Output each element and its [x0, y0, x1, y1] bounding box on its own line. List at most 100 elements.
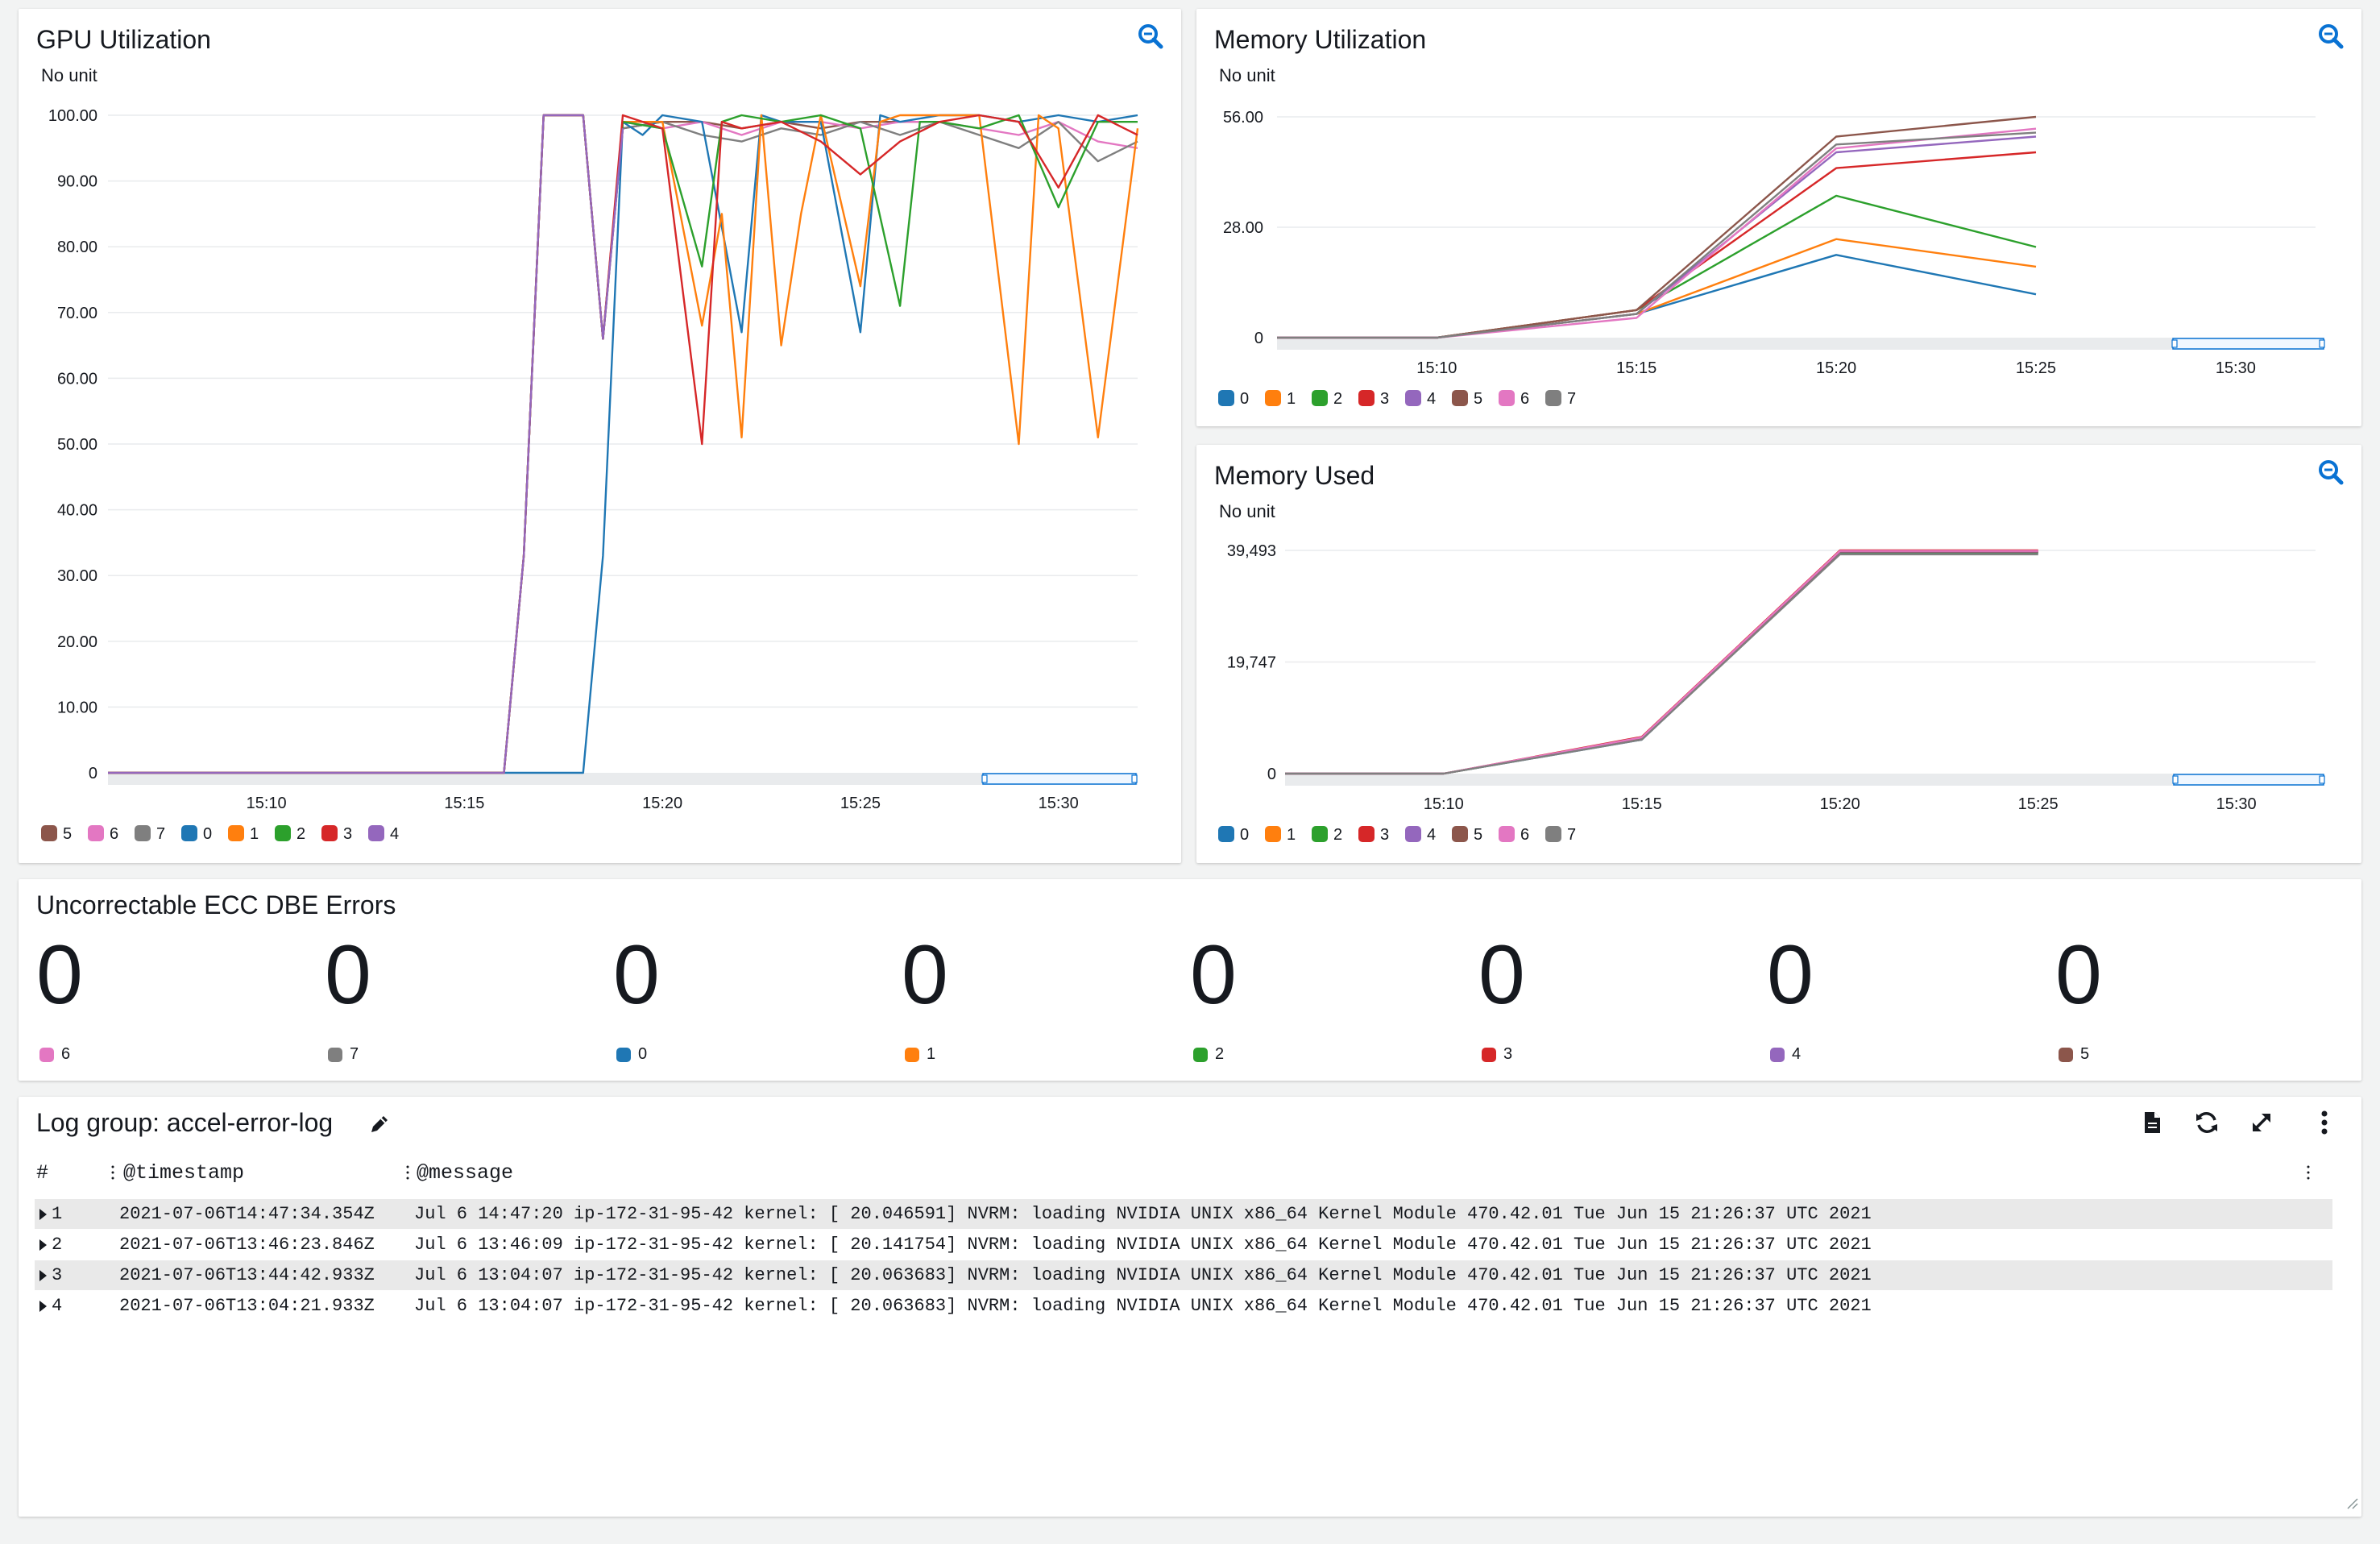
expand-caret-icon[interactable] [39, 1239, 47, 1251]
magnifier-zoom-icon[interactable] [1134, 20, 1167, 52]
panel-title: Memory Used [1214, 461, 1375, 490]
legend-item-0[interactable]: 0 [1218, 826, 1249, 844]
legend-item-3[interactable]: 3 [1358, 390, 1389, 408]
memory-utilization-chart[interactable]: 0 28.00 56.00 15:10 15:15 15:20 15:25 15:30 0 1 2 3… [1196, 9, 2361, 426]
legend-swatch [41, 825, 57, 841]
series-line-7[interactable] [1285, 553, 2038, 775]
row-message: Jul 6 13:46:09 ip-172-31-95-42 kernel: [… [414, 1235, 1872, 1255]
legend-label: 0 [203, 825, 212, 843]
row-message: Jul 6 14:47:20 ip-172-31-95-42 kernel: [… [414, 1204, 1872, 1224]
refresh-icon[interactable] [2191, 1106, 2223, 1139]
legend-item-1[interactable]: 1 [1265, 390, 1296, 408]
expand-icon[interactable] [2245, 1106, 2278, 1139]
ecc-legend-item[interactable]: 7 [328, 1045, 359, 1064]
series-line-1[interactable] [1277, 238, 2037, 339]
legend-item-1[interactable]: 1 [1265, 826, 1296, 844]
gpu-utilization-chart[interactable]: 0 10.00 20.00 30.00 40.00 50.00 60.00 70.00 80.0… [19, 9, 1181, 863]
legend-label: 7 [1567, 826, 1576, 844]
y-tick-label: 0 [1267, 766, 1276, 783]
legend-item-0[interactable]: 0 [181, 825, 212, 843]
memory-used-chart[interactable]: 0 19,747 39,493 15:10 15:15 15:20 15:25 15:30 0 1… [1196, 445, 2361, 863]
legend-swatch [1482, 1047, 1496, 1062]
series-line-4[interactable] [108, 114, 624, 774]
ecc-error-count: 0 [36, 928, 83, 1022]
series-line-3[interactable] [1277, 151, 2037, 339]
expand-caret-icon[interactable] [39, 1270, 47, 1281]
series-line-2[interactable] [1277, 194, 2037, 339]
legend-item-5[interactable]: 5 [41, 825, 72, 843]
legend-swatch [1405, 826, 1421, 842]
series-line-2[interactable] [1285, 551, 2038, 775]
ecc-legend-item[interactable]: 1 [905, 1045, 935, 1064]
time-range-handle-right[interactable] [2319, 339, 2325, 348]
legend-label: 7 [156, 825, 165, 843]
column-resize-handle[interactable] [406, 1164, 409, 1185]
legend-swatch [1499, 390, 1515, 406]
pencil-icon[interactable] [363, 1108, 396, 1140]
legend-item-2[interactable]: 2 [1312, 390, 1342, 408]
legend-label: 2 [296, 825, 305, 843]
legend-item-6[interactable]: 6 [1499, 390, 1529, 408]
time-range-handle-right[interactable] [2319, 775, 2325, 784]
legend-item-2[interactable]: 2 [275, 825, 305, 843]
ecc-legend-item[interactable]: 6 [39, 1045, 70, 1064]
time-range-handle-right[interactable] [1131, 774, 1138, 783]
series-line-7[interactable] [1277, 131, 2037, 339]
expand-caret-icon[interactable] [39, 1301, 47, 1312]
time-range-handle-left[interactable] [2171, 339, 2178, 348]
legend-item-2[interactable]: 2 [1312, 826, 1342, 844]
legend-item-3[interactable]: 3 [321, 825, 352, 843]
unit-label: No unit [1219, 65, 1275, 85]
legend-item-4[interactable]: 4 [368, 825, 399, 843]
legend-item-0[interactable]: 0 [1218, 390, 1249, 408]
resize-grip-icon[interactable] [2345, 1496, 2358, 1513]
legend-swatch [368, 825, 384, 841]
time-range-handle-left[interactable] [981, 774, 988, 783]
legend-item-6[interactable]: 6 [1499, 826, 1529, 844]
row-index: 1 [52, 1204, 63, 1224]
x-tick-label: 15:15 [1622, 795, 1662, 813]
legend-label: 4 [1427, 826, 1436, 844]
ecc-legend-item[interactable]: 5 [2059, 1045, 2089, 1064]
y-tick-label: 80.00 [57, 239, 97, 256]
y-tick-label: 50.00 [57, 436, 97, 454]
column-resize-handle[interactable] [111, 1164, 114, 1185]
legend-item-5[interactable]: 5 [1452, 390, 1482, 408]
magnifier-zoom-icon[interactable] [2315, 456, 2347, 488]
document-icon[interactable] [2136, 1106, 2168, 1139]
series-line-4[interactable] [1285, 550, 2038, 775]
row-timestamp: 2021-07-06T14:47:34.354Z [119, 1204, 375, 1224]
legend-item-4[interactable]: 4 [1405, 390, 1436, 408]
more-vertical-icon[interactable] [2308, 1106, 2341, 1139]
legend-item-7[interactable]: 7 [135, 825, 165, 843]
expand-caret-icon[interactable] [39, 1209, 47, 1220]
panel-title: GPU Utilization [36, 25, 211, 54]
legend-item-1[interactable]: 1 [228, 825, 259, 843]
legend-item-4[interactable]: 4 [1405, 826, 1436, 844]
column-menu-handle[interactable] [2307, 1164, 2310, 1185]
legend-label: 1 [250, 825, 259, 843]
legend-item-3[interactable]: 3 [1358, 826, 1389, 844]
column-header-message[interactable]: @message [417, 1161, 514, 1185]
column-header-timestamp[interactable]: @timestamp [123, 1161, 245, 1185]
column-header-index[interactable]: # [36, 1161, 49, 1185]
ecc-legend-item[interactable]: 0 [616, 1045, 647, 1064]
x-tick-label: 15:20 [642, 795, 682, 812]
legend-swatch [39, 1047, 54, 1062]
magnifier-zoom-icon[interactable] [2315, 20, 2347, 52]
time-range-selector[interactable] [982, 773, 1137, 785]
ecc-legend-item[interactable]: 4 [1770, 1045, 1801, 1064]
legend-item-7[interactable]: 7 [1545, 826, 1576, 844]
legend-item-5[interactable]: 5 [1452, 826, 1482, 844]
legend-item-6[interactable]: 6 [88, 825, 118, 843]
row-stripe [35, 1199, 2332, 1229]
ecc-legend-item[interactable]: 3 [1482, 1045, 1512, 1064]
x-tick-label: 15:30 [2216, 359, 2256, 377]
legend-item-7[interactable]: 7 [1545, 390, 1576, 408]
time-range-handle-left[interactable] [2172, 775, 2179, 784]
time-range-selector[interactable] [2172, 338, 2324, 350]
series-line-0[interactable] [1285, 552, 2038, 775]
time-range-selector[interactable] [2173, 774, 2324, 786]
legend-label: 3 [1380, 826, 1389, 844]
ecc-legend-item[interactable]: 2 [1193, 1045, 1224, 1064]
